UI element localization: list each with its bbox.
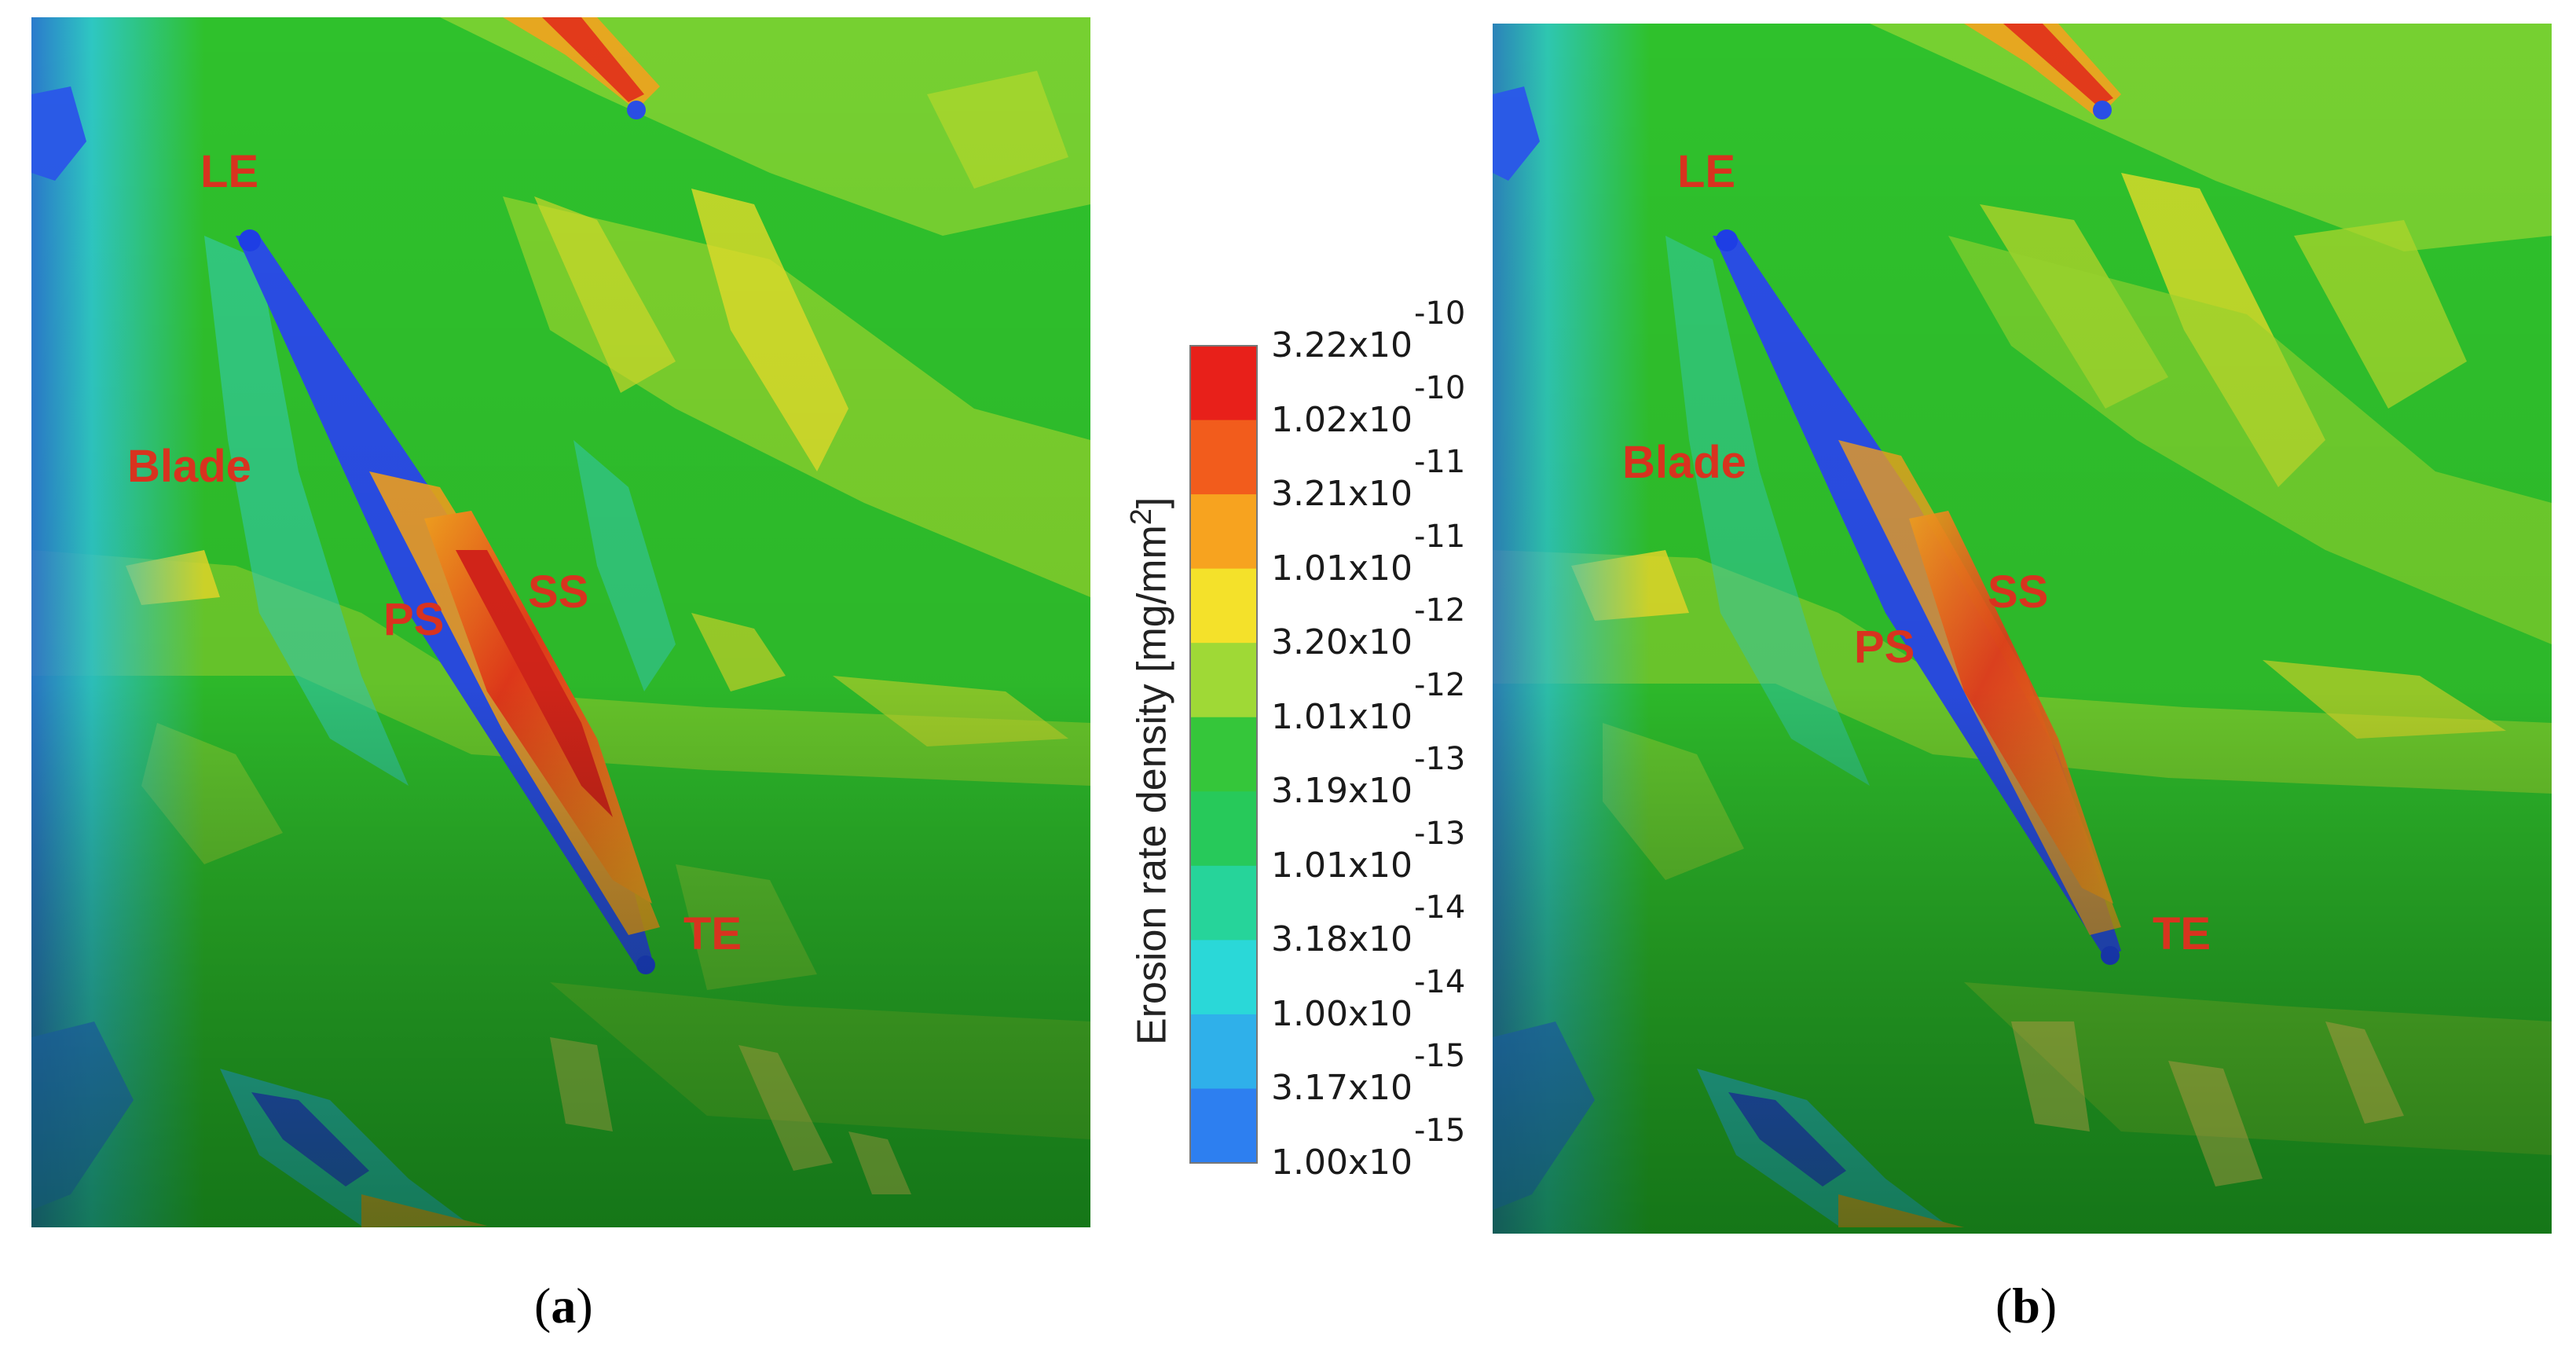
colorbar-segment bbox=[1190, 494, 1257, 570]
colorbar-tick-label: 1.00x10 -15 bbox=[1271, 1113, 1465, 1183]
caption-b-letter: b bbox=[2012, 1278, 2040, 1333]
caption-a-close: ) bbox=[576, 1278, 593, 1333]
colorbar-segment bbox=[1190, 568, 1257, 644]
colorbar-tick-mantissa: 3.18x10 bbox=[1271, 919, 1413, 960]
colorbar-segment bbox=[1190, 717, 1257, 793]
label-blade-a: Blade bbox=[127, 441, 251, 492]
label-ps-b: PS bbox=[1854, 622, 1915, 673]
colorbar-tick-exponent: -10 bbox=[1414, 369, 1466, 406]
colorbar bbox=[1189, 345, 1258, 1164]
field-b bbox=[1493, 24, 2552, 1234]
colorbar-tick-mantissa: 1.01x10 bbox=[1271, 845, 1413, 886]
caption-b-close: ) bbox=[2039, 1278, 2058, 1333]
colorbar-frame bbox=[1189, 345, 1258, 1164]
colorbar-tick-label: 3.17x10 -15 bbox=[1271, 1038, 1465, 1109]
colorbar-tick-label: 3.22x10 -10 bbox=[1271, 295, 1465, 365]
colorbar-tick-mantissa: 3.19x10 bbox=[1271, 771, 1413, 812]
colorbar-title: Erosion rate density [mg/mm2] bbox=[1125, 497, 1175, 1045]
colorbar-tick-exponent: -13 bbox=[1414, 815, 1466, 852]
colorbar-tick-mantissa: 3.20x10 bbox=[1271, 622, 1413, 663]
colorbar-segment bbox=[1190, 940, 1257, 1015]
colorbar-tick-mantissa: 3.21x10 bbox=[1271, 474, 1413, 515]
colorbar-tick-label: 1.01x10 -12 bbox=[1271, 667, 1465, 737]
label-ss-b: SS bbox=[1988, 567, 2049, 618]
colorbar-tick-mantissa: 1.01x10 bbox=[1271, 696, 1413, 737]
colorbar-tick-label: 1.01x10 -13 bbox=[1271, 816, 1465, 886]
colorbar-tick-mantissa: 1.00x10 bbox=[1271, 1142, 1413, 1183]
label-te-b: TE bbox=[2153, 908, 2211, 959]
colorbar-tick-exponent: -15 bbox=[1414, 1113, 1466, 1149]
colorbar-tick-mantissa: 1.00x10 bbox=[1271, 993, 1413, 1034]
colorbar-tick-label: 3.18x10 -14 bbox=[1271, 889, 1465, 960]
colorbar-segment bbox=[1190, 420, 1257, 496]
colorbar-tick-label: 3.20x10 -12 bbox=[1271, 592, 1465, 663]
label-ps-a: PS bbox=[383, 594, 445, 645]
colorbar-tick-label: 1.01x10 -11 bbox=[1271, 519, 1465, 589]
caption-b: (b) bbox=[1995, 1277, 2057, 1335]
colorbar-tick-exponent: -14 bbox=[1414, 963, 1466, 1000]
colorbar-title-superscript: 2 bbox=[1125, 508, 1158, 526]
colorbar-tick-exponent: -12 bbox=[1414, 592, 1466, 629]
colorbar-segment bbox=[1190, 643, 1257, 718]
caption-a-letter: a bbox=[551, 1278, 577, 1333]
colorbar-segment bbox=[1190, 1088, 1257, 1164]
label-te-a: TE bbox=[683, 908, 742, 959]
colorbar-segment bbox=[1190, 1014, 1257, 1090]
colorbar-tick-label: 1.00x10 -14 bbox=[1271, 964, 1465, 1034]
colorbar-tick-exponent: -12 bbox=[1414, 666, 1466, 703]
colorbar-tick-exponent: -15 bbox=[1414, 1038, 1466, 1075]
field-a bbox=[31, 17, 1090, 1227]
colorbar-tick-label: 3.21x10 -11 bbox=[1271, 444, 1465, 515]
colorbar-tick-label: 1.02x10 -10 bbox=[1271, 370, 1465, 440]
colorbar-tick-exponent: -13 bbox=[1414, 741, 1466, 778]
label-ss-a: SS bbox=[528, 567, 589, 618]
colorbar-title-close: ] bbox=[1129, 497, 1175, 509]
colorbar-tick-mantissa: 3.22x10 bbox=[1271, 325, 1413, 365]
colorbar-title-text: Erosion rate density [mg/mm bbox=[1129, 525, 1175, 1045]
colorbar-segment bbox=[1190, 346, 1257, 421]
colorbar-segment bbox=[1190, 865, 1257, 941]
colorbar-tick-mantissa: 3.17x10 bbox=[1271, 1068, 1413, 1109]
colorbar-tick-mantissa: 1.01x10 bbox=[1271, 548, 1413, 589]
colorbar-tick-mantissa: 1.02x10 bbox=[1271, 399, 1413, 440]
label-blade-b: Blade bbox=[1622, 437, 1746, 488]
label-le-b: LE bbox=[1677, 146, 1736, 197]
caption-a-open: ( bbox=[534, 1278, 551, 1333]
colorbar-segment bbox=[1190, 791, 1257, 867]
caption-b-open: ( bbox=[1995, 1278, 2013, 1333]
colorbar-tick-exponent: -14 bbox=[1414, 889, 1466, 926]
colorbar-tick-label: 3.19x10 -13 bbox=[1271, 741, 1465, 812]
colorbar-tick-exponent: -11 bbox=[1414, 444, 1466, 481]
colorbar-tick-exponent: -11 bbox=[1414, 518, 1466, 555]
label-le-a: LE bbox=[200, 146, 259, 197]
caption-a: (a) bbox=[534, 1277, 593, 1335]
colorbar-tick-exponent: -10 bbox=[1414, 295, 1466, 332]
